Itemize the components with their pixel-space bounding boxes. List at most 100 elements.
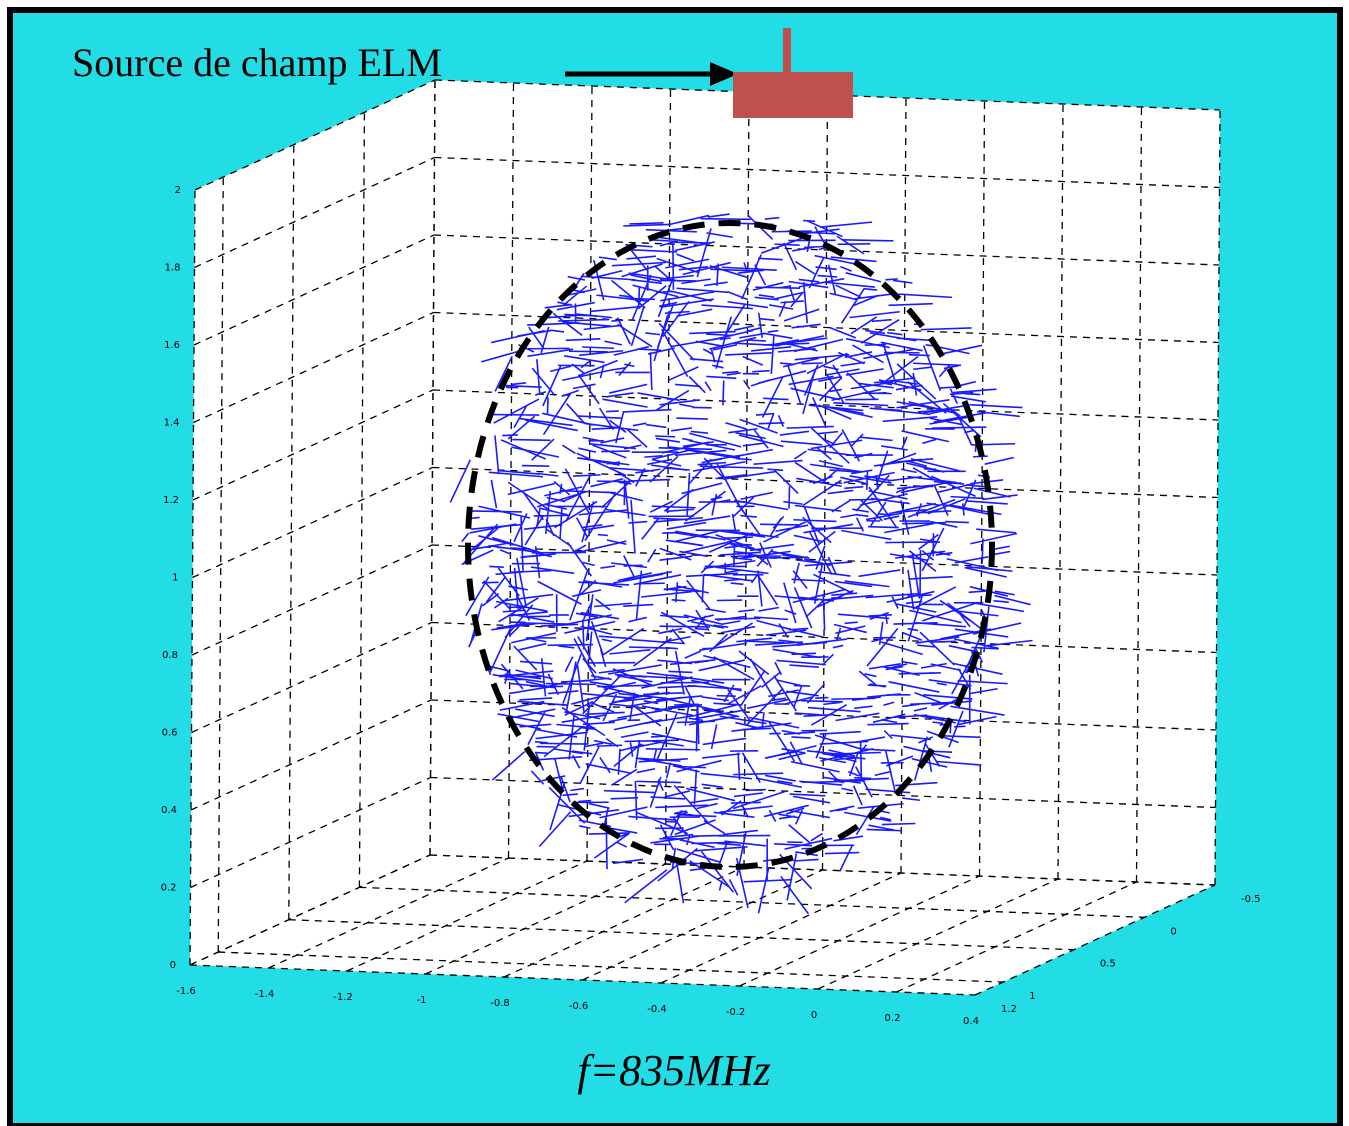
field-arrow (784, 609, 797, 615)
field-arrow (593, 739, 613, 746)
field-arrow (798, 596, 835, 602)
field-arrow (576, 664, 585, 712)
field-arrow (731, 513, 737, 531)
field-arrow (574, 540, 627, 554)
field-arrow (778, 815, 796, 820)
field-arrow (634, 780, 638, 820)
field-arrow (746, 327, 762, 333)
field-arrow (630, 306, 645, 347)
field-arrow (946, 602, 987, 633)
field-arrow (863, 287, 878, 291)
field-arrow (630, 274, 662, 283)
field-arrow (540, 623, 579, 627)
field-arrow (920, 662, 947, 669)
field-arrow (562, 793, 578, 797)
field-arrow (509, 626, 520, 636)
field-arrow (866, 627, 899, 667)
field-arrow (583, 324, 621, 331)
field-arrow (718, 842, 728, 865)
field-arrow (840, 265, 852, 272)
field-arrow (768, 721, 796, 762)
field-arrow (747, 339, 767, 342)
field-arrow (550, 365, 572, 373)
field-arrow (953, 388, 997, 394)
field-arrow (861, 748, 896, 752)
field-arrow (891, 596, 899, 609)
field-arrow (829, 805, 855, 813)
field-arrow (581, 524, 603, 529)
field-arrow (882, 408, 931, 416)
field-arrow (715, 465, 764, 469)
field-arrow (449, 459, 472, 503)
field-arrow (623, 603, 654, 607)
field-arrow (793, 534, 824, 543)
field-arrow (658, 447, 713, 451)
field-arrow (733, 772, 784, 776)
field-arrow (982, 494, 1018, 501)
field-arrow (801, 362, 823, 365)
field-arrow (907, 475, 957, 484)
field-arrow (929, 417, 962, 426)
field-arrow (593, 832, 630, 859)
field-arrow (660, 614, 689, 619)
field-arrow (850, 316, 877, 335)
field-arrow (599, 649, 607, 668)
field-arrow (889, 553, 929, 562)
field-arrow (519, 660, 553, 665)
field-arrow (672, 764, 700, 773)
field-arrow (784, 837, 833, 850)
field-arrow (636, 767, 656, 774)
field-arrow (624, 297, 656, 301)
field-arrow (852, 785, 863, 806)
field-arrow (544, 303, 572, 309)
y-tick-label: 1.2 (1001, 1004, 1017, 1015)
field-arrow (517, 700, 568, 706)
field-arrow (720, 625, 756, 634)
field-arrow (645, 748, 701, 751)
x-tick-label: -0.8 (490, 998, 510, 1009)
field-arrow (623, 248, 678, 253)
field-arrow (564, 354, 605, 364)
field-arrow (670, 290, 712, 302)
field-arrow (489, 624, 513, 673)
field-arrow (582, 674, 623, 715)
z-tick-label: 1.8 (165, 263, 181, 274)
field-arrow (562, 653, 582, 704)
field-arrow (710, 724, 718, 750)
field-arrow (694, 846, 748, 852)
field-arrow (516, 595, 531, 621)
field-arrow (564, 313, 598, 317)
field-arrow (782, 357, 820, 368)
field-arrow (701, 458, 723, 464)
field-arrow (716, 842, 741, 847)
field-arrow (792, 570, 808, 589)
field-arrow (513, 512, 528, 543)
field-arrow (908, 550, 937, 572)
field-arrow (494, 435, 500, 475)
field-arrow (859, 742, 863, 780)
field-arrow (973, 487, 1011, 498)
field-arrow (619, 294, 633, 298)
field-arrow (534, 546, 541, 579)
field-arrow (833, 401, 889, 407)
field-arrow (780, 875, 809, 915)
field-arrow (867, 722, 909, 726)
field-arrow (731, 728, 750, 732)
field-arrow (732, 496, 755, 518)
field-arrow (885, 665, 904, 671)
field-arrow (854, 776, 872, 780)
field-arrow (651, 458, 682, 467)
field-arrow (728, 879, 739, 896)
field-arrow (781, 747, 805, 754)
field-arrow (657, 276, 675, 318)
field-arrow (508, 585, 528, 591)
field-arrow (805, 219, 843, 238)
field-arrow (688, 717, 704, 722)
field-arrow (789, 664, 819, 669)
field-arrow (847, 770, 860, 777)
field-arrow (936, 682, 947, 686)
field-arrow (852, 344, 885, 364)
field-arrow (831, 499, 851, 513)
field-arrow (582, 524, 615, 531)
field-arrow (732, 546, 736, 567)
